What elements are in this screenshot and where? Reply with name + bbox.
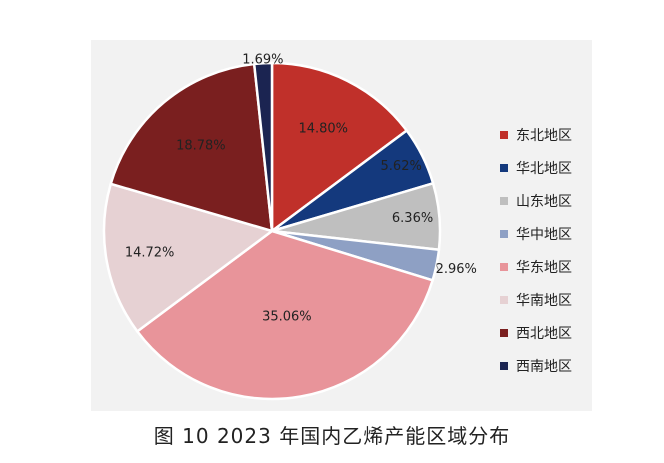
- leader-line: [436, 265, 439, 270]
- legend-item: 东北地区: [500, 118, 610, 151]
- legend-swatch: [500, 361, 508, 370]
- legend-item: 华中地区: [500, 217, 610, 250]
- slice-label: 14.80%: [298, 121, 348, 136]
- slice-label: 35.06%: [262, 310, 312, 325]
- legend-swatch: [500, 295, 508, 304]
- legend-swatch: [500, 163, 508, 172]
- slice-label: 6.36%: [392, 211, 433, 226]
- legend-swatch: [500, 262, 508, 271]
- legend-label: 华东地区: [516, 259, 572, 276]
- slice-label: 14.72%: [125, 246, 175, 261]
- pie-slice: [102, 182, 275, 334]
- slice-label: 1.69%: [242, 52, 283, 67]
- legend-item: 华南地区: [500, 283, 610, 316]
- slice-label: 2.96%: [436, 262, 477, 277]
- legend-label: 东北地区: [516, 127, 572, 144]
- legend-label: 华南地区: [516, 292, 572, 309]
- pie-slice: [109, 62, 274, 233]
- legend-item: 西北地区: [500, 316, 610, 349]
- legend-label: 山东地区: [516, 193, 572, 210]
- legend-item: 华北地区: [500, 151, 610, 184]
- legend-label: 华中地区: [516, 226, 572, 243]
- legend-swatch: [500, 328, 508, 337]
- legend-swatch: [500, 229, 508, 238]
- legend-item: 西南地区: [500, 349, 610, 382]
- chart-caption: 图 10 2023 年国内乙烯产能区域分布: [153, 424, 511, 448]
- legend-item: 华东地区: [500, 250, 610, 283]
- legend-label: 西北地区: [516, 325, 572, 342]
- legend-item: 山东地区: [500, 184, 610, 217]
- slice-label: 5.62%: [381, 159, 422, 174]
- legend-label: 西南地区: [516, 358, 572, 375]
- pie-slice: [252, 61, 274, 232]
- legend-label: 华北地区: [516, 160, 572, 177]
- slice-label: 18.78%: [176, 138, 226, 153]
- legend-swatch: [500, 196, 508, 205]
- legend-swatch: [500, 130, 508, 139]
- pie-slice: [270, 61, 409, 234]
- pie-slice: [135, 229, 435, 401]
- legend: 东北地区华北地区山东地区华中地区华东地区华南地区西北地区西南地区: [500, 118, 610, 382]
